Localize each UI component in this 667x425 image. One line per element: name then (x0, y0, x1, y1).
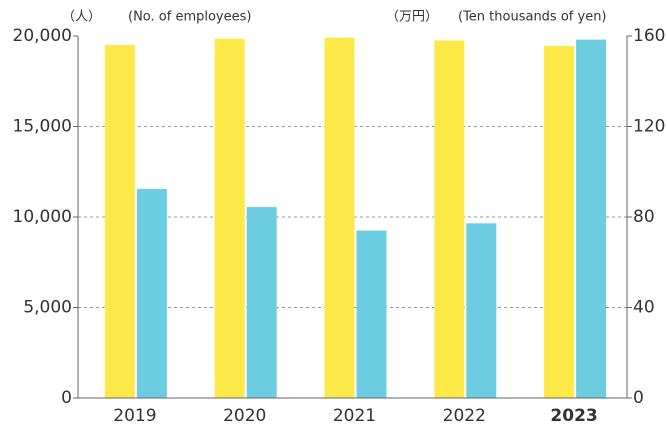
y-axis-label: （人） (62, 10, 101, 25)
y-tick-label: 0 (61, 388, 72, 408)
bar (136, 188, 167, 398)
bar (246, 207, 277, 398)
y2-tick-label: 80 (633, 207, 655, 227)
y-tick-label: 15,000 (13, 117, 72, 137)
bar (356, 230, 387, 398)
bar (434, 40, 465, 399)
y2-tick-label: 40 (633, 298, 655, 318)
y-axis-label-en: (No. of employees) (128, 10, 251, 25)
x-tick-label: 2022 (443, 406, 486, 425)
bar (214, 38, 245, 399)
x-tick-label: 2021 (333, 406, 376, 425)
bar (324, 37, 355, 399)
x-tick-label: 2019 (113, 406, 156, 425)
y-tick-label: 20,000 (13, 26, 72, 46)
y2-tick-label: 120 (633, 117, 665, 137)
y2-tick-label: 0 (633, 388, 644, 408)
bar (466, 223, 497, 398)
y2-tick-label: 160 (633, 26, 665, 46)
y2-axis-label-en: (Ten thousands of yen) (458, 10, 607, 25)
bar (576, 39, 607, 399)
y-tick-label: 5,000 (23, 298, 72, 318)
bar (104, 45, 135, 399)
bar (544, 45, 575, 399)
y-tick-label: 10,000 (13, 207, 72, 227)
x-tick-label: 2023 (550, 406, 597, 425)
x-tick-label: 2020 (223, 406, 266, 425)
y2-axis-label: （万円） (386, 10, 438, 25)
